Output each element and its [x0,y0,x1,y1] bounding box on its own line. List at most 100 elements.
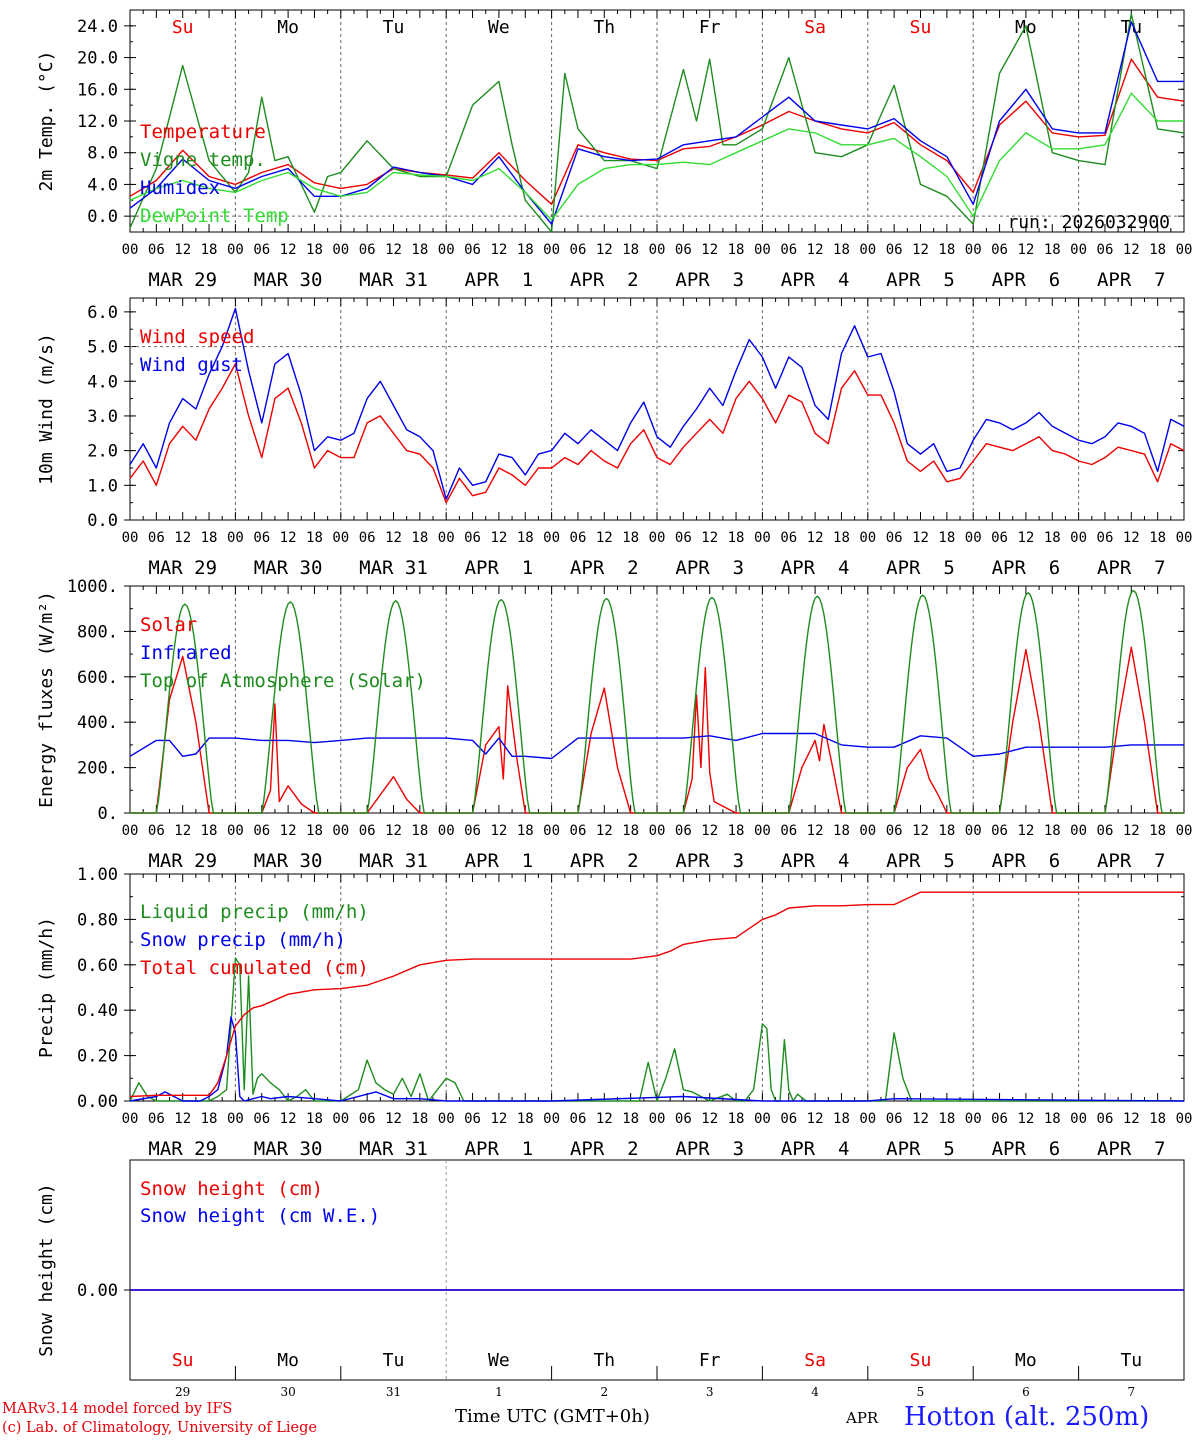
x-date-label: APR 2 [570,269,639,291]
weekday-label: Su [172,17,194,38]
x-hour-label: 00 [332,530,349,546]
x-date-label: MAR 29 [148,557,217,579]
x-hour-label: 06 [359,823,376,839]
x-date-label: APR 7 [1097,1138,1166,1160]
x-hour-label: 18 [833,242,850,258]
x-hour-label: 18 [1044,530,1061,546]
y-tick-label: 5.0 [87,338,118,358]
x-hour-label: 18 [622,530,639,546]
y-tick-label: 1.00 [77,865,118,885]
x-hour-label: 00 [438,823,455,839]
x-hour-label: 00 [438,242,455,258]
x-hour-label: 18 [201,1111,218,1127]
x-hour-label: 12 [490,242,507,258]
x-hour-label: 06 [464,823,481,839]
day-number-label: 4 [811,1385,819,1399]
x-hour-label: 12 [280,1111,297,1127]
weekday-label: Th [593,1350,615,1371]
x-hour-label: 06 [780,242,797,258]
x-hour-label: 12 [490,823,507,839]
x-hour-label: 00 [438,530,455,546]
x-hour-label: 06 [359,530,376,546]
x-hour-label: 12 [596,242,613,258]
x-date-label: MAR 30 [254,1138,323,1160]
x-hour-label: 06 [675,1111,692,1127]
x-hour-label: 06 [675,242,692,258]
x-hour-label: 18 [938,823,955,839]
weekday-label: Su [172,1350,194,1371]
y-tick-label: 6.0 [87,303,118,323]
day-number-label: 31 [386,1385,401,1399]
x-date-label: APR 7 [1097,850,1166,872]
x-hour-label: 18 [1149,530,1166,546]
weekday-label: Fr [699,1350,721,1371]
station-label: Hotton (alt. 250m) [904,1402,1150,1432]
x-hour-label: 18 [1149,823,1166,839]
weekday-label: Tu [1120,17,1142,38]
x-hour-label: 12 [385,1111,402,1127]
y-tick-label: 12.0 [77,112,118,132]
x-hour-label: 00 [649,242,666,258]
x-hour-label: 18 [728,242,745,258]
legend-label: Infrared [140,642,232,664]
day-number-label: 29 [175,1385,190,1399]
legend-label: DewPoint Temp [140,205,289,227]
x-hour-label: 06 [464,1111,481,1127]
x-hour-label: 18 [201,242,218,258]
x-date-label: APR 2 [570,1138,639,1160]
x-hour-label: 06 [780,1111,797,1127]
x-hour-label: 06 [1097,823,1114,839]
x-hour-label: 06 [359,1111,376,1127]
x-hour-label: 12 [1017,823,1034,839]
x-date-label: APR 7 [1097,269,1166,291]
legend-label: Solar [140,614,197,636]
x-date-label: MAR 31 [359,269,428,291]
x-hour-label: 06 [991,530,1008,546]
x-hour-label: 06 [886,530,903,546]
x-hour-label: 00 [227,530,244,546]
x-hour-label: 18 [411,1111,428,1127]
x-date-label: APR 3 [675,850,744,872]
x-hour-label: 12 [1123,242,1140,258]
x-hour-label: 12 [174,823,191,839]
x-hour-label: 12 [596,823,613,839]
x-hour-label: 06 [148,1111,165,1127]
x-hour-label: 00 [649,1111,666,1127]
x-hour-label: 12 [912,1111,929,1127]
x-hour-label: 06 [991,242,1008,258]
x-hour-label: 00 [227,242,244,258]
x-hour-label: 12 [1123,823,1140,839]
x-date-label: APR 1 [465,1138,534,1160]
weekday-label: Su [910,17,932,38]
x-hour-label: 06 [464,242,481,258]
x-hour-label: 00 [227,823,244,839]
x-date-label: MAR 29 [148,1138,217,1160]
x-date-label: APR 1 [465,850,534,872]
weekday-label: We [488,1350,510,1371]
x-hour-label: 00 [965,1111,982,1127]
model-credit-line1: MARv3.14 model forced by IFS [2,1401,233,1417]
x-hour-label: 06 [675,823,692,839]
x-hour-label: 00 [859,530,876,546]
series-line-snow-precip-mm-h- [129,1016,1185,1102]
x-hour-label: 12 [280,530,297,546]
x-hour-label: 18 [411,242,428,258]
x-date-label: APR 6 [992,557,1061,579]
weekday-label: Mo [1015,1350,1037,1371]
month-label: APR [846,1409,879,1427]
x-hour-label: 00 [122,242,139,258]
x-hour-label: 06 [780,530,797,546]
x-hour-label: 18 [1044,1111,1061,1127]
x-hour-label: 06 [253,242,270,258]
legend-label: Temperature [140,121,266,143]
x-hour-label: 00 [227,1111,244,1127]
x-hour-label: 12 [174,530,191,546]
x-hour-label: 06 [886,242,903,258]
x-hour-label: 00 [754,530,771,546]
x-hour-label: 12 [385,242,402,258]
x-date-label: APR 1 [465,269,534,291]
weekday-label: Sa [804,17,826,38]
x-hour-label: 12 [490,1111,507,1127]
x-hour-label: 18 [1044,242,1061,258]
y-tick-label: 800. [77,622,118,642]
